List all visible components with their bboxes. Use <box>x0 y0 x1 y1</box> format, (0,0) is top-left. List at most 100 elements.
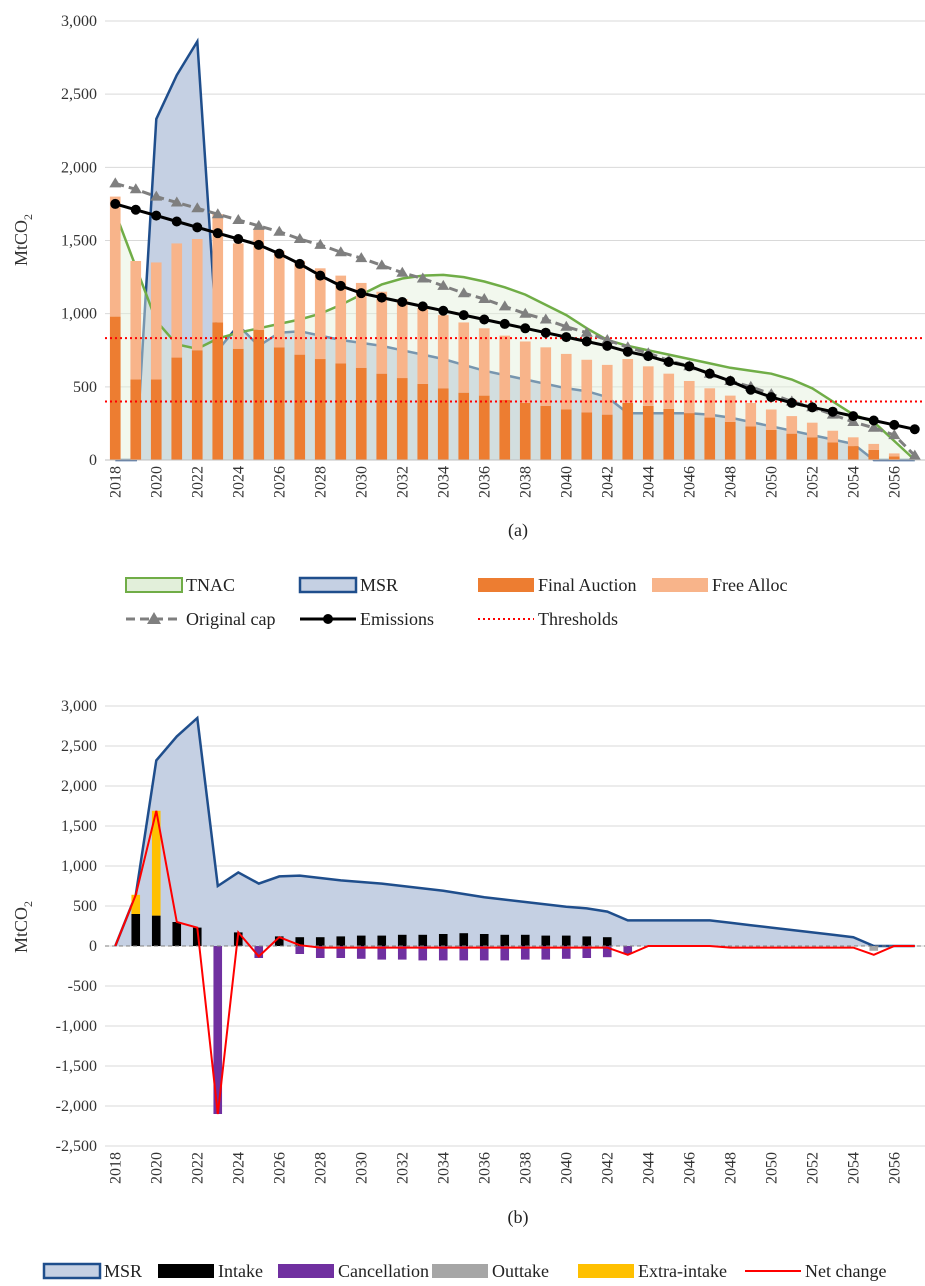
a-x-tick-label: 2056 <box>886 466 903 498</box>
a-x-tick-label: 2048 <box>722 466 739 498</box>
msr-swatch <box>42 1262 102 1280</box>
final-auction-bar <box>109 316 121 460</box>
b-x-tick-label: 2036 <box>476 1152 493 1184</box>
free-alloc-bar <box>437 315 449 389</box>
legend-label: Intake <box>218 1261 263 1281</box>
original-cap-marker <box>396 266 409 277</box>
a-y-tick-label: 500 <box>73 379 97 396</box>
free-alloc-bar <box>786 416 798 434</box>
free-alloc-bar <box>540 347 552 406</box>
b-x-tick-label: 2048 <box>722 1152 739 1184</box>
legend-label: Cancellation <box>338 1261 429 1281</box>
original-cap-marker <box>211 208 224 219</box>
outtake-swatch <box>432 1264 488 1278</box>
legend-label: Thresholds <box>538 609 618 629</box>
emissions-marker <box>274 248 285 259</box>
original-cap-marker <box>416 272 429 283</box>
free-alloc-bar <box>499 335 511 401</box>
net-change-line <box>114 810 915 1115</box>
final-auction-bar <box>171 357 183 460</box>
original-cap-marker <box>355 252 368 263</box>
emissions-marker <box>458 310 469 321</box>
legend-label: Outtake <box>492 1261 549 1281</box>
cancellation-bar <box>561 946 571 959</box>
b-y-tick-label: 3,000 <box>61 698 97 715</box>
final-auction-bar <box>314 359 326 460</box>
b-x-tick-label: 2032 <box>394 1152 411 1184</box>
final-auction-bar <box>478 395 490 460</box>
legend-label: Net change <box>805 1261 886 1281</box>
original-cap-marker <box>375 259 388 270</box>
final-auction-bar <box>212 322 224 460</box>
a-x-tick-label: 2030 <box>353 466 370 498</box>
final-auction-bar <box>847 446 859 460</box>
chart-b-msr-area <box>114 715 915 948</box>
chart-b: -2,500 -2,000 -1,500 -1,000 -500 0 500 1,000 1,5… <box>11 698 925 1228</box>
free-alloc-bar <box>724 395 736 422</box>
chart-b-x-tick-labels: 2018 2020 2022 2024 2026 2028 2030 2032 2034 2036… <box>107 1152 903 1184</box>
original-cap-marker <box>908 449 921 460</box>
final-auction-bar <box>294 354 306 460</box>
final-auction-bar <box>355 367 367 460</box>
final-auction-bar <box>560 409 572 460</box>
b-x-tick-label: 2046 <box>681 1152 698 1184</box>
final-auction-bar <box>622 402 634 460</box>
free-alloc-bar <box>868 443 880 450</box>
original-cap-marker <box>498 300 511 311</box>
free-alloc-bar <box>314 268 326 360</box>
final-auction-bar <box>499 400 511 460</box>
b-x-tick-label: 2030 <box>353 1152 370 1184</box>
emissions-marker <box>827 406 838 417</box>
final-auction-bar <box>519 402 531 460</box>
a-x-tick-label: 2028 <box>312 466 329 498</box>
legend-label: Free Alloc <box>712 575 787 595</box>
emissions-marker <box>110 198 121 209</box>
intake-bar <box>418 934 428 946</box>
free-alloc-bar <box>519 341 531 403</box>
original-cap-marker <box>437 279 450 290</box>
intake-bar <box>500 934 510 946</box>
b-y-tick-label: 500 <box>73 898 97 915</box>
final-auction-bar <box>683 413 695 460</box>
intake-bar <box>582 936 592 946</box>
final-auction-bar <box>396 378 408 460</box>
emissions-marker <box>786 397 797 408</box>
final-auction-bar <box>765 430 777 460</box>
free-alloc-bar <box>376 291 388 374</box>
a-y-tick-label: 2,500 <box>61 86 97 103</box>
msr-line <box>114 715 915 948</box>
original-cap-line <box>114 181 916 457</box>
extra-intake-bar <box>151 810 161 916</box>
emissions-marker <box>479 314 490 325</box>
a-y-tick-label: 3,000 <box>61 13 97 30</box>
b-x-tick-label: 2028 <box>312 1152 329 1184</box>
intake-bar <box>397 934 407 946</box>
free-alloc-bar <box>560 353 572 410</box>
b-y-tick-label: 1,000 <box>61 858 97 875</box>
final-auction-bar <box>827 442 839 460</box>
final-auction-bar <box>663 408 675 460</box>
original-cap-marker <box>109 177 122 188</box>
extra-intake-swatch <box>578 1264 634 1278</box>
emissions-marker <box>807 402 818 413</box>
free-alloc-bar <box>458 322 470 393</box>
emissions-marker <box>889 419 900 430</box>
emissions-marker <box>909 424 920 435</box>
intake-bar <box>336 936 346 946</box>
free-alloc-bar <box>109 196 121 317</box>
cancellation-bar <box>295 946 305 954</box>
cancellation-bar <box>213 946 223 1114</box>
intake-bar <box>172 922 182 946</box>
free-alloc-bar <box>888 453 900 457</box>
b-x-tick-label: 2020 <box>148 1152 165 1184</box>
original-cap-marker <box>457 287 470 298</box>
free-alloc-bar <box>704 388 716 418</box>
chart-b-net-change-line <box>114 810 915 1115</box>
a-y-tick-label: 1,000 <box>61 306 97 323</box>
original-cap-marker <box>334 246 347 257</box>
free-alloc-bar <box>191 239 203 351</box>
chart-a-y-tick-labels: 0 500 1,000 1,500 2,000 2,500 3,000 <box>61 13 97 469</box>
intake-bar <box>438 934 448 946</box>
emissions-marker <box>171 216 182 227</box>
a-x-tick-label: 2052 <box>804 466 821 498</box>
